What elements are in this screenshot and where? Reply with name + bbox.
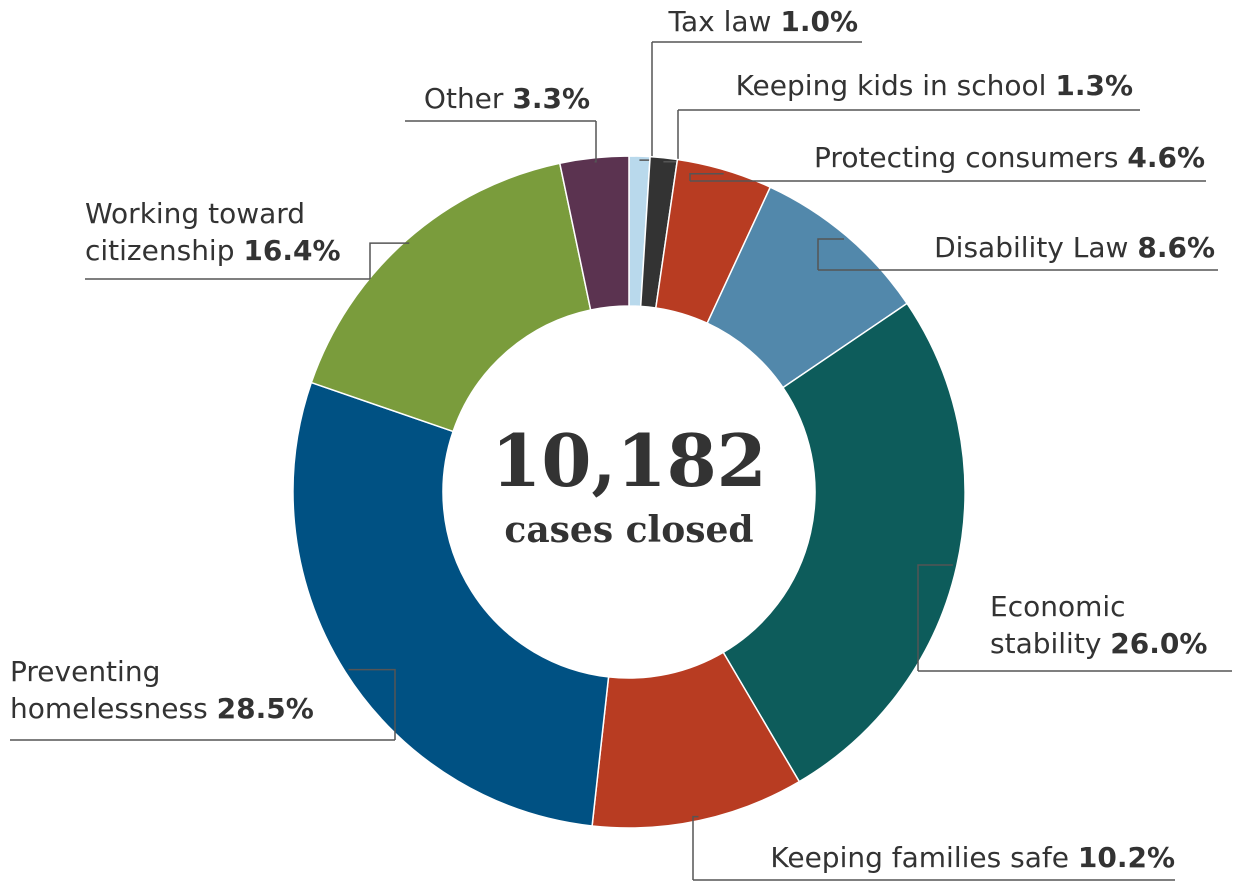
slice-label: Preventing homelessness 28.5% bbox=[10, 653, 360, 727]
category-label: Keeping families safe bbox=[770, 841, 1069, 874]
donut-slice bbox=[292, 381, 610, 827]
leader-line bbox=[639, 42, 653, 161]
value-label: 3.3% bbox=[512, 82, 590, 115]
leader-line bbox=[369, 242, 410, 279]
category-label: Economic stability bbox=[990, 590, 1126, 660]
slice-label: Keeping kids in school 1.3% bbox=[736, 67, 1133, 104]
leader-line bbox=[348, 668, 396, 740]
category-label: Protecting consumers bbox=[814, 141, 1119, 174]
leader-line bbox=[817, 238, 845, 270]
value-label: 28.5% bbox=[216, 692, 314, 725]
value-label: 1.0% bbox=[780, 5, 858, 38]
category-label: Tax law bbox=[668, 5, 772, 38]
leader-line bbox=[917, 564, 953, 671]
leader-line bbox=[663, 110, 679, 163]
slice-label: Keeping families safe 10.2% bbox=[770, 839, 1175, 876]
slice-label: Working toward citizenship 16.4% bbox=[85, 195, 375, 269]
value-label: 1.3% bbox=[1055, 69, 1133, 102]
slice-label: Disability Law 8.6% bbox=[934, 229, 1215, 266]
donut-slice bbox=[558, 155, 630, 311]
slice-label: Protecting consumers 4.6% bbox=[814, 139, 1205, 176]
value-label: 8.6% bbox=[1137, 231, 1215, 264]
leader-line bbox=[689, 173, 724, 181]
center-total: 10,182 bbox=[491, 418, 767, 503]
slice-label: Other 3.3% bbox=[424, 80, 590, 117]
category-label: Other bbox=[423, 82, 504, 115]
value-label: 26.0% bbox=[1110, 627, 1208, 660]
donut-slice bbox=[310, 162, 592, 433]
leader-line bbox=[692, 815, 699, 880]
category-label: Preventing homelessness bbox=[10, 655, 208, 725]
center-caption: cases closed bbox=[504, 509, 754, 551]
donut-slice bbox=[722, 302, 966, 783]
value-label: 16.4% bbox=[243, 234, 341, 267]
category-label: Disability Law bbox=[934, 231, 1129, 264]
value-label: 10.2% bbox=[1077, 841, 1175, 874]
category-label: Working toward citizenship bbox=[85, 197, 306, 267]
leader-line bbox=[594, 121, 597, 163]
slice-label: Tax law 1.0% bbox=[669, 3, 859, 40]
slice-label: Economic stability 26.0% bbox=[990, 588, 1235, 662]
value-label: 4.6% bbox=[1127, 141, 1205, 174]
category-label: Keeping kids in school bbox=[735, 69, 1047, 102]
